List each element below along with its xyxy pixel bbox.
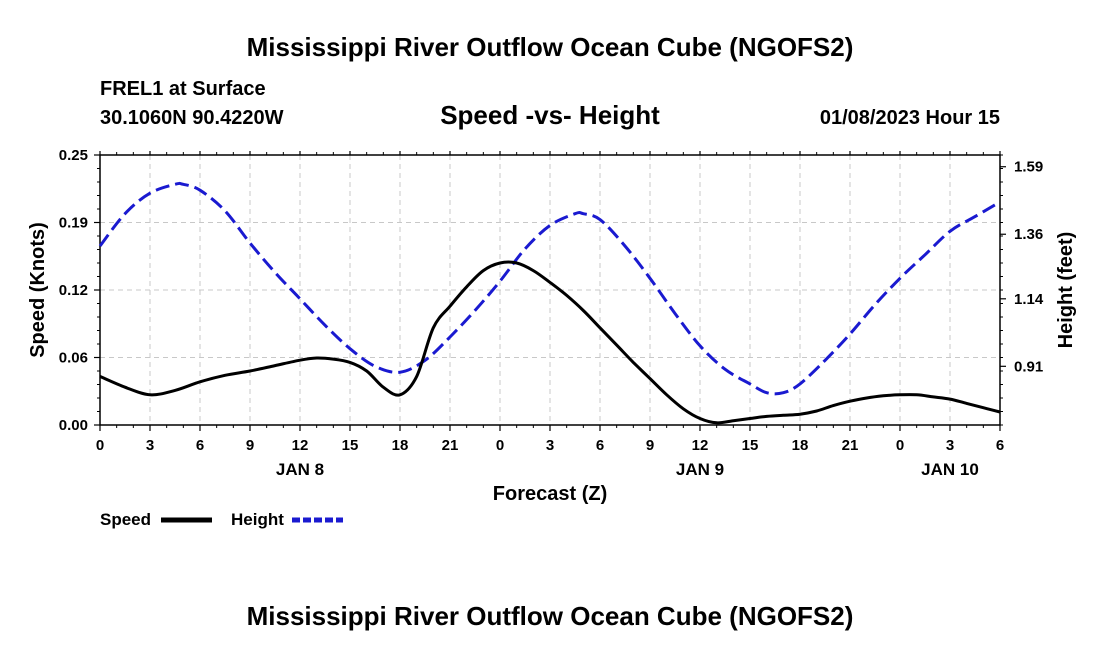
y-tick-label: 0.06 [59, 350, 88, 367]
x-tick-label: 12 [692, 437, 709, 454]
forecast-date: 01/08/2023 Hour 15 [820, 107, 1000, 129]
plot-frame [99, 154, 1001, 426]
y-tick-label: 0.12 [59, 282, 88, 299]
x-tick-label: 15 [342, 437, 359, 454]
y-axis-label: Speed (Knots) [27, 222, 49, 358]
x-tick-label: 9 [246, 437, 254, 454]
y-tick-label: 0.19 [59, 215, 88, 232]
x-tick-label: 3 [946, 437, 954, 454]
date-label: JAN 8 [276, 460, 324, 479]
x-tick-label: 6 [596, 437, 604, 454]
y-tick-label: 0.25 [59, 147, 88, 164]
y2-tick-label: 1.36 [1014, 226, 1043, 243]
x-tick-label: 21 [442, 437, 459, 454]
y2-tick-label: 0.91 [1014, 358, 1043, 375]
legend-label-speed: Speed [100, 510, 151, 529]
chart-subtitle: Speed -vs- Height [440, 100, 660, 130]
x-tick-label: 18 [392, 437, 409, 454]
x-tick-label: 21 [842, 437, 859, 454]
x-axis-label: Forecast (Z) [493, 483, 607, 505]
x-tick-label: 6 [996, 437, 1004, 454]
station-label: FREL1 at Surface [100, 78, 266, 100]
tick-labels: 0 3 6 9 12 15 18 21 0 3 6 9 12 15 18 21 0 3 6 JAN 8 JAN 9 JAN… [59, 147, 1044, 479]
y2-tick-label: 1.14 [1014, 291, 1044, 308]
date-label: JAN 10 [921, 460, 979, 479]
x-tick-label: 9 [646, 437, 654, 454]
date-label: JAN 9 [676, 460, 724, 479]
x-tick-label: 0 [96, 437, 104, 454]
x-tick-label: 12 [292, 437, 309, 454]
x-tick-label: 3 [546, 437, 554, 454]
x-tick-label: 0 [896, 437, 904, 454]
x-tick-label: 15 [742, 437, 759, 454]
footer-title: Mississippi River Outflow Ocean Cube (NG… [247, 601, 854, 631]
series-line-height [98, 181, 1001, 396]
chart-title: Mississippi River Outflow Ocean Cube (NG… [247, 32, 854, 62]
series-group [98, 181, 1001, 425]
x-tick-label: 0 [496, 437, 504, 454]
y2-tick-label: 1.59 [1014, 159, 1043, 176]
legend: Speed Height [100, 510, 343, 529]
x-tick-label: 6 [196, 437, 204, 454]
y-tick-label: 0.00 [59, 417, 88, 434]
series-line-speed [99, 260, 1001, 425]
y2-axis-label: Height (feet) [1055, 232, 1077, 349]
x-tick-label: 18 [792, 437, 809, 454]
grid-lines [100, 155, 1000, 425]
coordinates-label: 30.1060N 90.4220W [100, 107, 284, 129]
legend-label-height: Height [231, 510, 284, 529]
x-tick-label: 3 [146, 437, 154, 454]
